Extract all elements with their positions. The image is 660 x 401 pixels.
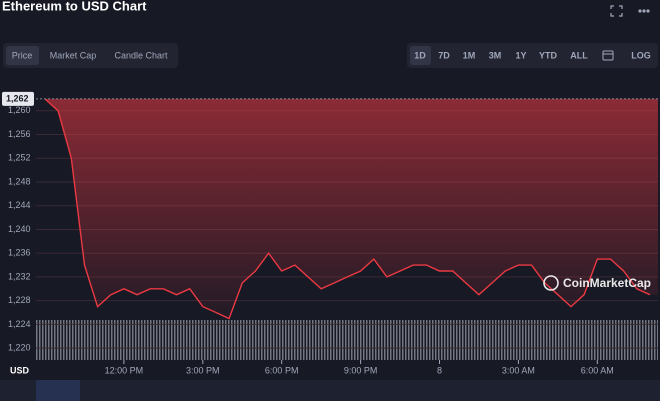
y-tick-label: 1,240 [8,224,31,234]
y-tick-label: 1,256 [8,129,31,139]
current-price-label: 1,262 [6,93,29,103]
area-fill [36,98,658,319]
watermark-logo [543,275,559,291]
top-icons[interactable] [610,5,650,17]
range-button[interactable]: 1D [414,50,426,60]
x-tick-label: 6:00 PM [265,365,299,375]
x-tick-label: 8 [437,365,442,375]
watermark-text: CoinMarketCap [563,276,651,290]
tab[interactable]: Market Cap [50,50,97,60]
axis-unit: USD [10,365,30,375]
range-button[interactable]: ALL [570,50,588,60]
x-tick-label: 6:00 AM [581,365,614,375]
y-tick-label: 1,232 [8,271,31,281]
range-active [410,46,431,65]
y-tick-label: 1,224 [8,319,31,329]
chart-title: Ethereum to USD Chart [2,0,147,13]
y-tick-label: 1,252 [8,153,31,163]
x-tick-label: 3:00 PM [186,365,220,375]
current-price-box [2,91,34,106]
navigator-window [36,380,80,401]
tab-active [6,46,39,65]
navigator [0,380,660,401]
range-button[interactable]: 1Y [515,50,526,60]
y-tick-label: 1,244 [8,200,31,210]
y-tick-label: 1,228 [8,295,31,305]
y-tick-label: 1,248 [8,176,31,186]
x-tick-label: 9:00 PM [344,365,378,375]
range-button[interactable]: 7D [438,50,450,60]
y-tick-label: 1,260 [8,105,31,115]
y-tick-label: 1,220 [8,343,31,353]
range-button[interactable]: 3M [489,50,502,60]
tab[interactable]: Candle Chart [114,50,168,60]
calendar-icon[interactable] [602,50,614,61]
x-tick-label: 3:00 AM [502,365,535,375]
watermark: CoinMarketCap [543,275,651,291]
range-group [407,43,658,68]
x-tick-label: 12:00 PM [105,365,144,375]
tab[interactable]: Price [12,50,33,60]
price-line [44,98,651,320]
volume-bars [36,320,658,360]
range-button[interactable]: 1M [463,50,476,60]
y-tick-label: 1,236 [8,248,31,258]
range-button[interactable]: LOG [631,50,651,60]
tab-group [3,43,178,68]
range-button[interactable]: YTD [539,50,558,60]
